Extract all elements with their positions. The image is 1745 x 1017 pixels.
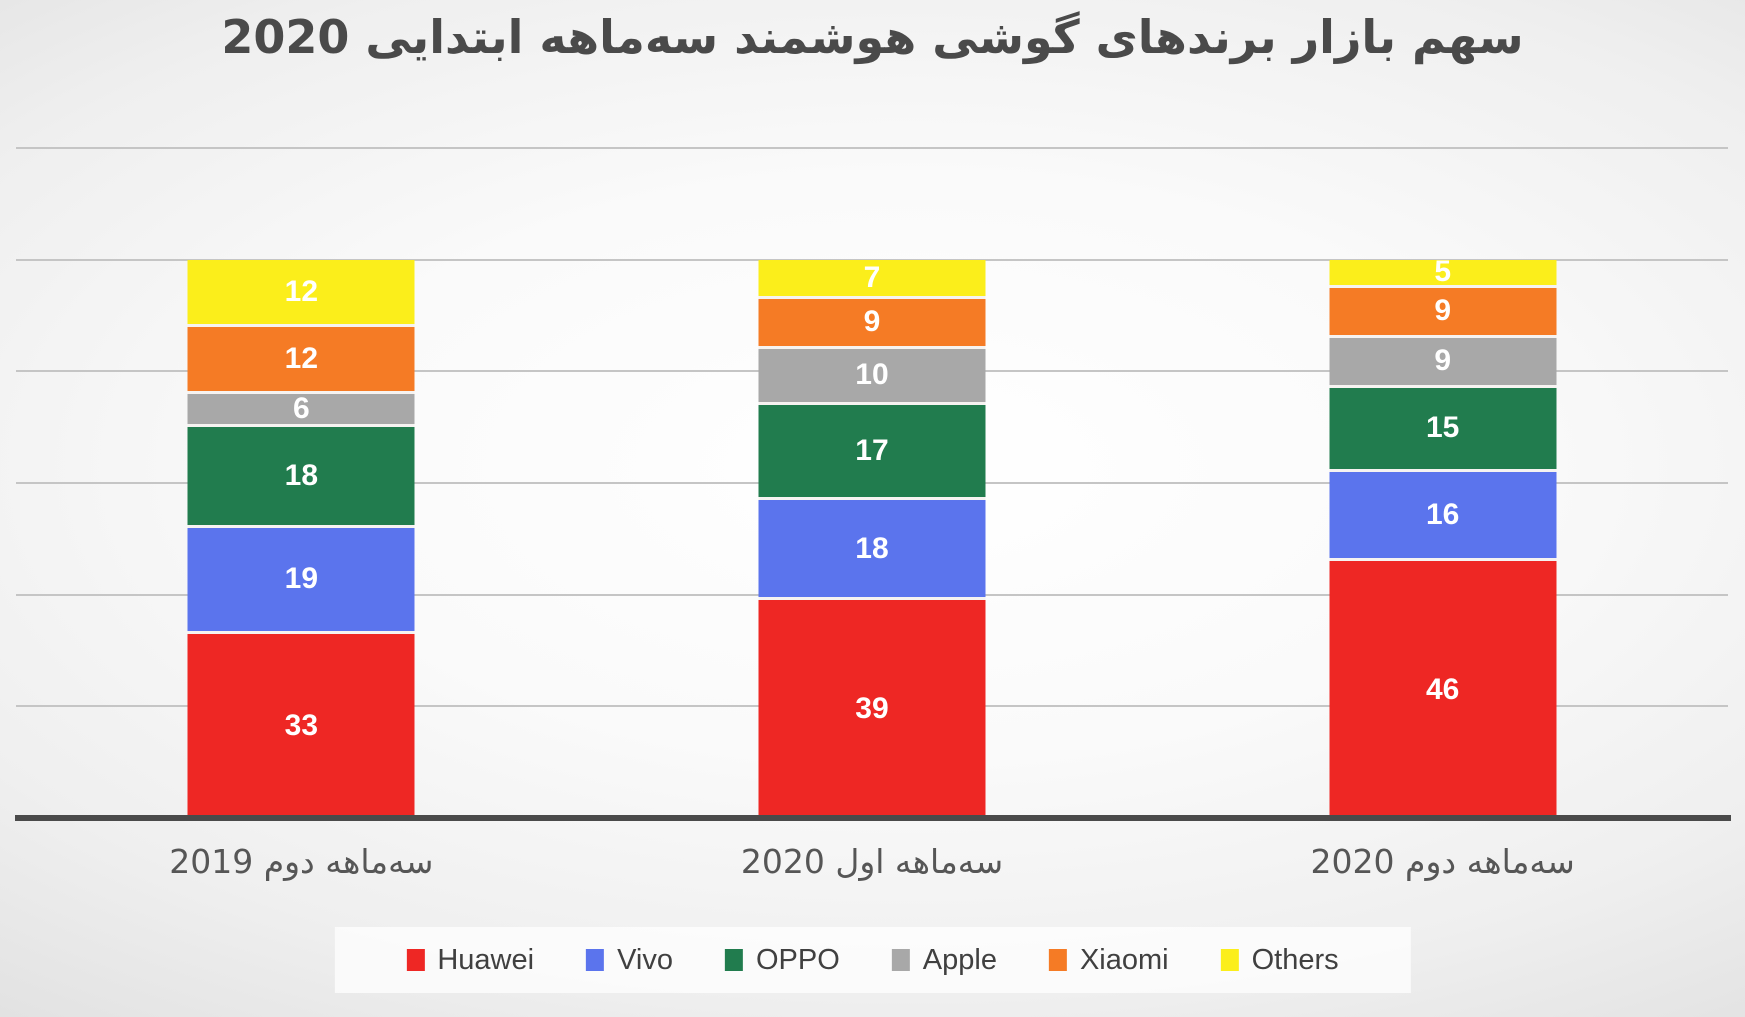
bar-segment-vivo: 18: [758, 499, 986, 601]
bar-segment-vivo: 19: [187, 527, 415, 634]
legend-item-huawei: Huawei: [406, 944, 534, 977]
value-label-oppo: 15: [1425, 411, 1460, 445]
category-slot-2: 39 18 17 10 9 7: [587, 148, 1158, 818]
chart-title: سهم بازار برندهای گوشی هوشمند سه‌ماهه اب…: [221, 10, 1524, 64]
value-label-oppo: 18: [284, 458, 319, 492]
x-axis-label-2: سه‌ماهه اول 2020: [740, 842, 1004, 881]
bar-segment-others: 7: [758, 259, 986, 299]
value-label-vivo: 16: [1425, 498, 1460, 531]
value-label-xiaomi: 12: [284, 341, 319, 375]
bar-segment-xiaomi: 12: [187, 326, 415, 394]
gridline-100: [16, 258, 1728, 261]
value-label-apple: 6: [292, 391, 310, 425]
bar-group-3: 46 16 15 9 9 5: [1329, 255, 1557, 818]
x-axis-label-3: سه‌ماهه دوم 2020: [1310, 842, 1575, 881]
bar-segment-others: 12: [187, 259, 415, 327]
bar-segment-oppo: 18: [187, 427, 415, 528]
legend-swatch-icon-huawei: [406, 949, 425, 971]
value-label-oppo: 17: [855, 433, 889, 467]
legend-item-oppo: OPPO: [724, 943, 840, 977]
bar-segment-vivo: 16: [1329, 471, 1557, 562]
legend-item-apple: Apple: [891, 943, 997, 977]
value-label-xiaomi: 9: [863, 305, 881, 339]
value-label-xiaomi: 9: [1434, 294, 1451, 328]
legend-item-xiaomi: Xiaomi: [1048, 943, 1169, 977]
x-axis-label-1: سه‌ماهه دوم 2019: [169, 842, 434, 881]
legend-swatch-icon-vivo: [586, 949, 605, 971]
legend-swatch-icon-xiaomi: [1048, 949, 1067, 971]
bar-segment-apple: 6: [187, 391, 415, 428]
legend-label-others: Others: [1251, 943, 1339, 976]
legend-label-apple: Apple: [922, 943, 997, 976]
plot-area: 33 19 18 6 12 12 39 18 17 10 9 7 46 16 15 9 9 5: [16, 147, 1728, 818]
legend: Huawei Vivo OPPO Apple Xiaomi Others: [334, 927, 1411, 993]
value-label-vivo: 18: [855, 531, 889, 565]
legend-label-xiaomi: Xiaomi: [1079, 943, 1169, 976]
value-label-apple: 10: [855, 358, 889, 392]
bar-group-1: 33 19 18 6 12 12: [187, 259, 415, 818]
bar-segment-huawei: 39: [758, 600, 986, 818]
bar-segment-apple: 9: [1329, 337, 1557, 389]
x-axis-line: [15, 815, 1731, 821]
bar-segment-oppo: 17: [758, 404, 986, 500]
bar-segment-xiaomi: 9: [758, 298, 986, 350]
bar-segment-huawei: 33: [187, 633, 415, 818]
legend-label-vivo: Vivo: [617, 943, 673, 976]
bar-segment-huawei: 46: [1329, 561, 1557, 818]
value-label-vivo: 19: [284, 562, 319, 596]
legend-swatch-icon-others: [1220, 949, 1239, 971]
legend-item-vivo: Vivo: [586, 944, 673, 977]
category-slot-1: 33 19 18 6 12 12: [16, 148, 587, 818]
bar-segment-others: 5: [1329, 255, 1557, 289]
value-label-others: 7: [863, 260, 881, 294]
legend-item-others: Others: [1220, 943, 1339, 977]
value-label-apple: 9: [1434, 344, 1451, 378]
legend-swatch-icon-oppo: [724, 949, 743, 971]
legend-swatch-icon-apple: [891, 949, 910, 971]
x-axis-labels: سه‌ماهه دوم 2019 سه‌ماهه اول 2020 سه‌ماهه …: [16, 842, 1728, 900]
legend-label-huawei: Huawei: [437, 943, 535, 976]
value-label-others: 12: [284, 274, 319, 308]
value-label-huawei: 39: [855, 692, 889, 726]
bar-segment-apple: 10: [758, 349, 986, 405]
category-slot-3: 46 16 15 9 9 5: [1157, 148, 1728, 818]
value-label-others: 5: [1434, 255, 1451, 289]
bar-segment-oppo: 15: [1329, 388, 1557, 472]
bar-segment-xiaomi: 9: [1329, 287, 1557, 338]
bar-group-2: 39 18 17 10 9 7: [758, 259, 986, 818]
legend-label-oppo: OPPO: [755, 943, 840, 976]
value-label-huawei: 46: [1425, 672, 1460, 706]
gridline-120: [16, 147, 1728, 149]
value-label-huawei: 33: [284, 708, 319, 742]
